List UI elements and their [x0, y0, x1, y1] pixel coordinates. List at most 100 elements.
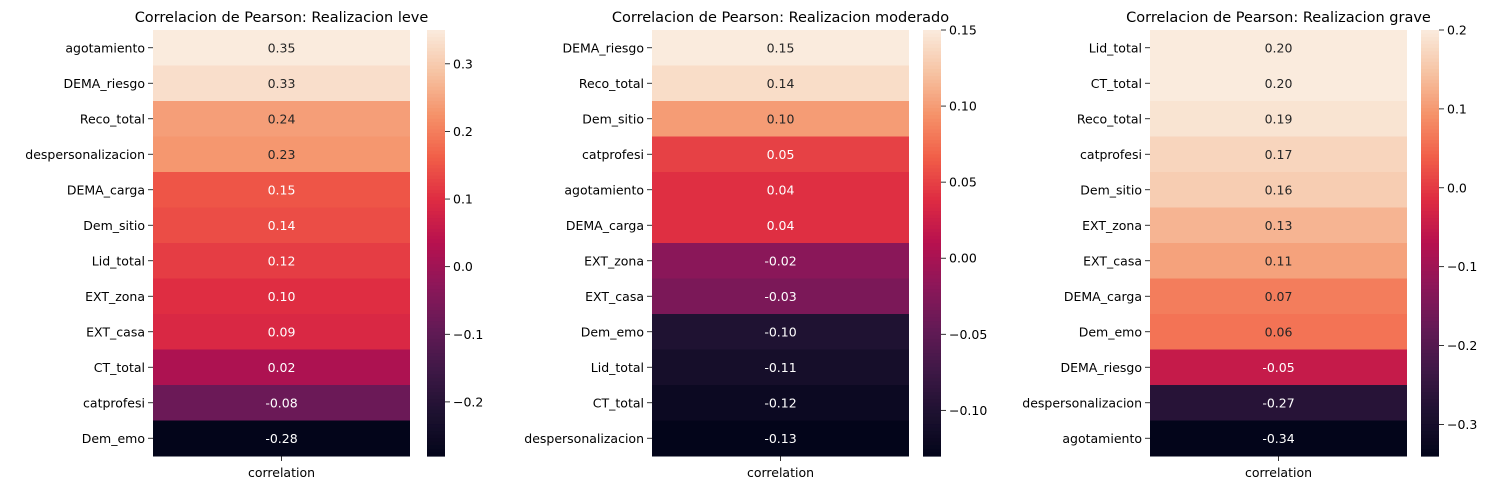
row-tick-label: Lid_total — [1089, 40, 1142, 55]
colorbar-segment — [427, 129, 445, 134]
colorbar-segment — [1421, 83, 1439, 88]
colorbar-segment — [923, 76, 941, 81]
colorbar-segment — [923, 83, 941, 88]
colorbar-segment — [1421, 409, 1439, 414]
heatmap-cell — [1150, 65, 1407, 102]
colorbar-segment — [427, 47, 445, 52]
colorbar-segment — [1421, 317, 1439, 322]
heatmap-panel-3: Correlacion de Pearson: Realizacion grav… — [1022, 10, 1477, 480]
row-tick-label: EXT_zona — [85, 289, 145, 304]
colorbar-segment — [427, 122, 445, 127]
row-tick-label: despersonalizacion — [25, 147, 145, 162]
colorbar-segment — [1421, 30, 1439, 35]
cell-value-label: 0.15 — [767, 40, 795, 55]
colorbar: 0.15 0.10 0.05 0.00 −0.05 −0.10 — [923, 23, 987, 457]
colorbar-segment — [427, 448, 445, 454]
heatmap-cell — [1150, 30, 1407, 66]
colorbar-segment — [923, 271, 941, 276]
colorbar-segment — [1421, 360, 1439, 365]
colorbar-segment — [1421, 338, 1439, 343]
heatmap-cell — [1150, 420, 1407, 457]
colorbar-segment — [923, 310, 941, 315]
row-tick-label: EXT_zona — [584, 253, 644, 268]
colorbar-segment — [427, 292, 445, 297]
colorbar-segment — [427, 413, 445, 418]
colorbar-segment — [923, 172, 941, 177]
row-tick-label: agotamiento — [1062, 431, 1142, 446]
heatmap-panel-1: Correlacion de Pearson: Realizacion leve… — [25, 10, 483, 480]
colorbar-segment — [427, 125, 445, 130]
colorbar-segment — [923, 65, 941, 70]
colorbar-segment — [1421, 239, 1439, 244]
cell-value-label: 0.13 — [1265, 218, 1293, 233]
colorbar-segment — [427, 409, 445, 414]
row-tick-label: despersonalizacion — [524, 431, 644, 446]
heatmap-cell — [652, 207, 909, 244]
colorbar-segment — [1421, 314, 1439, 319]
colorbar-segment — [923, 406, 941, 411]
colorbar-segment — [923, 292, 941, 297]
heatmap-cell — [1150, 207, 1407, 244]
colorbar-segment — [1421, 115, 1439, 120]
colorbar-segment — [427, 314, 445, 319]
cell-value-label: 0.15 — [268, 182, 296, 197]
cell-value-label: -0.13 — [764, 431, 796, 446]
colorbar-segment — [1421, 172, 1439, 177]
row-tick-label: CT_total — [593, 395, 644, 410]
colorbar-segment — [427, 356, 445, 361]
colorbar-tick-label: −0.10 — [949, 403, 987, 418]
colorbar-segment — [427, 86, 445, 91]
colorbar-segment — [1421, 274, 1439, 280]
colorbar-segment — [1421, 402, 1439, 407]
colorbar-segment — [923, 61, 941, 67]
colorbar-segment — [923, 360, 941, 365]
cell-value-label: -0.02 — [764, 253, 796, 268]
colorbar-segment — [923, 349, 941, 354]
colorbar-segment — [1421, 416, 1439, 422]
colorbar-segment — [427, 118, 445, 123]
colorbar-segment — [1421, 292, 1439, 297]
colorbar-segment — [923, 186, 941, 191]
cell-value-label: -0.05 — [1262, 360, 1294, 375]
row-tick-label: DEMA_carga — [1064, 289, 1142, 304]
colorbar-tick-label: 0.2 — [453, 124, 473, 139]
colorbar-segment — [427, 385, 445, 390]
colorbar-segment — [427, 115, 445, 120]
cell-value-label: -0.11 — [764, 360, 796, 375]
cell-value-label: -0.27 — [1262, 395, 1294, 410]
colorbar-segment — [923, 441, 941, 446]
cell-value-label: 0.04 — [767, 218, 795, 233]
colorbar-segment — [1421, 189, 1439, 194]
heatmap-cell — [652, 385, 909, 421]
heatmap-cell — [153, 207, 410, 244]
cell-value-label: 0.11 — [1265, 253, 1293, 268]
colorbar-segment — [427, 427, 445, 432]
colorbar-segment — [923, 342, 941, 347]
colorbar-segment — [427, 282, 445, 287]
colorbar-segment — [923, 377, 941, 383]
colorbar-segment — [427, 338, 445, 343]
colorbar-segment — [1421, 40, 1439, 45]
colorbar-segment — [1421, 54, 1439, 59]
colorbar-segment — [427, 374, 445, 379]
colorbar-segment — [427, 189, 445, 194]
colorbar-segment — [1421, 445, 1439, 450]
colorbar-segment — [427, 363, 445, 368]
colorbar-segment — [923, 385, 941, 390]
colorbar-segment — [427, 196, 445, 201]
colorbar-segment — [427, 76, 445, 81]
colorbar-segment — [1421, 342, 1439, 347]
colorbar-segment — [923, 44, 941, 49]
colorbar-segment — [923, 335, 941, 340]
row-tick-label: DEMA_riesgo — [63, 76, 145, 91]
colorbar-segment — [427, 353, 445, 358]
colorbar-segment — [923, 108, 941, 113]
colorbar-segment — [1421, 150, 1439, 155]
colorbar-segment — [923, 140, 941, 145]
colorbar-segment — [923, 111, 941, 116]
colorbar-segment — [923, 374, 941, 379]
colorbar-segment — [1421, 154, 1439, 159]
colorbar: 0.3 0.2 0.1 0.0 −0.1 −0.2 — [427, 30, 483, 457]
colorbar-segment — [923, 243, 941, 248]
